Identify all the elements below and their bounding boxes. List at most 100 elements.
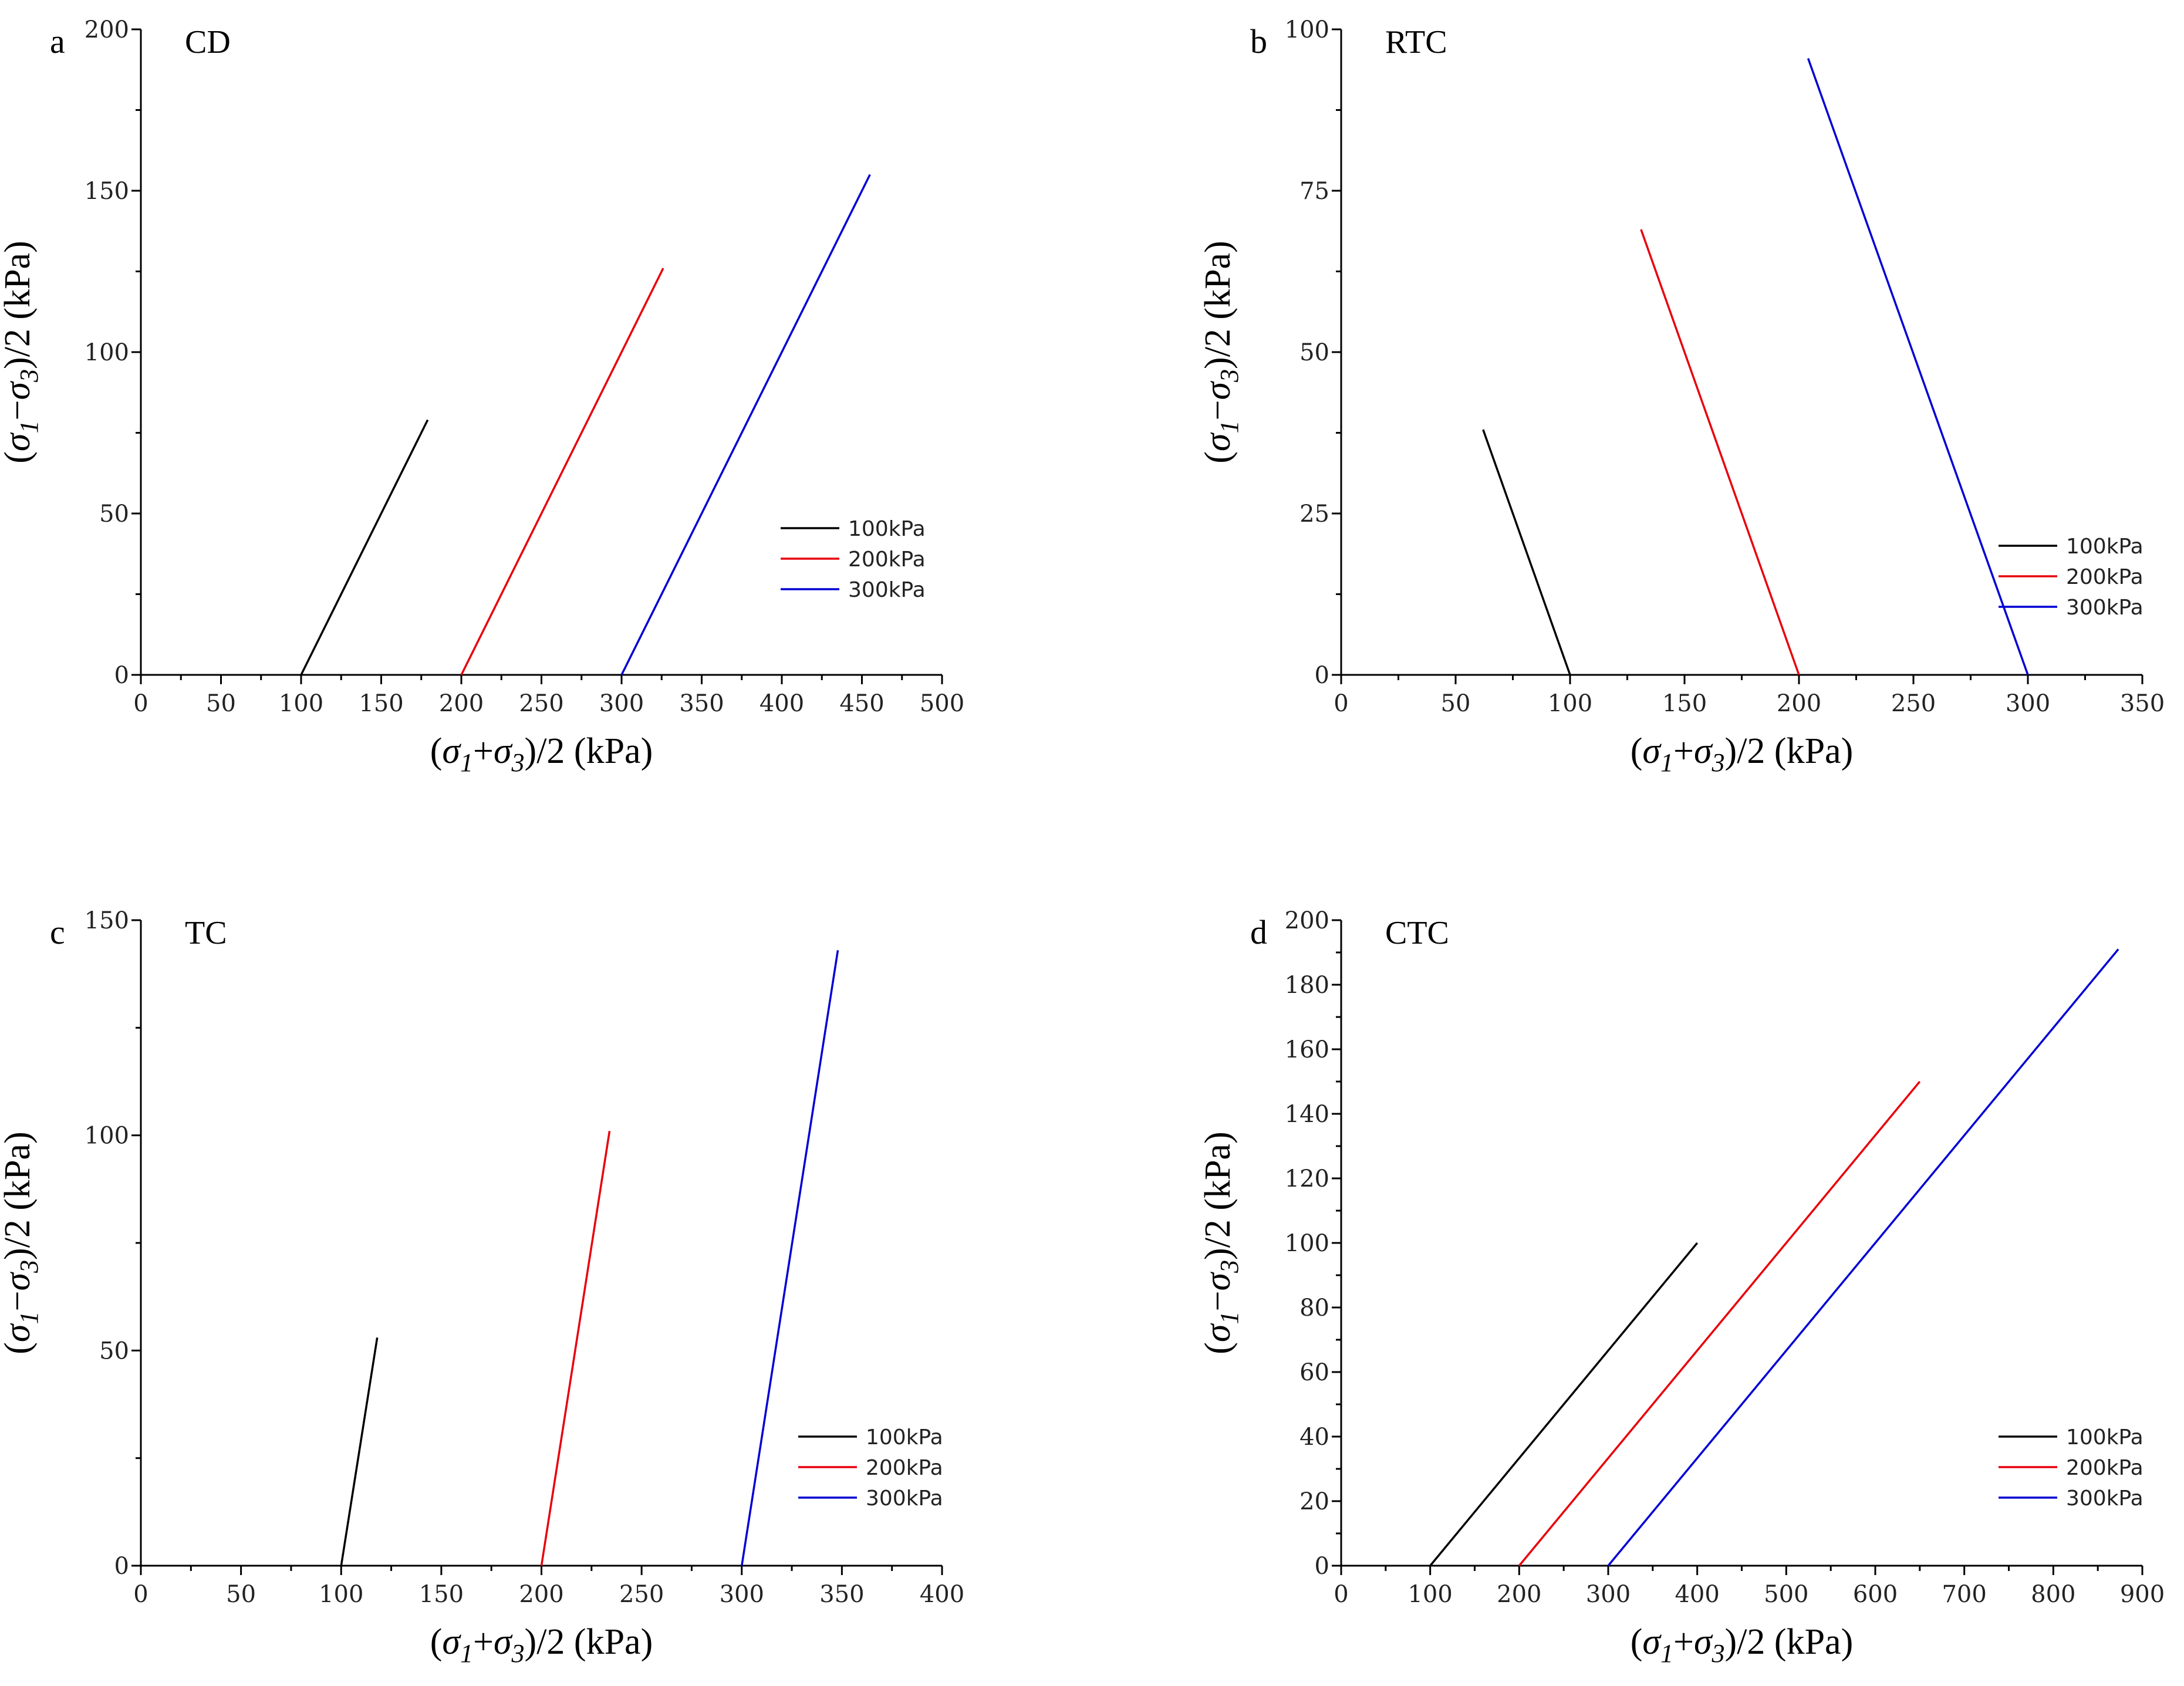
x-tick-label: 100 bbox=[1407, 1581, 1452, 1608]
x-tick-label: 450 bbox=[839, 690, 884, 717]
panel-c: 0 50 100 150 200 250 300 350 400 0 50 100 150 c TC 100k… bbox=[0, 907, 964, 1668]
panel-title: CTC bbox=[1385, 915, 1449, 951]
x-tick-label: 900 bbox=[2120, 1581, 2165, 1608]
legend-label: 300kPa bbox=[2066, 596, 2144, 620]
x-tick-label: 350 bbox=[819, 1581, 864, 1608]
legend-label: 100kPa bbox=[2066, 535, 2144, 559]
x-tick-label: 800 bbox=[2031, 1581, 2075, 1608]
y-tick-label: 120 bbox=[1285, 1165, 1329, 1192]
y-axis-title: (σ1−σ3)/2 (kPa) bbox=[0, 241, 43, 463]
y-tick-label: 40 bbox=[1299, 1424, 1329, 1451]
x-tick-label: 100 bbox=[319, 1581, 363, 1608]
y-tick-label: 180 bbox=[1285, 972, 1329, 999]
series-line-100kPa bbox=[300, 419, 429, 675]
x-tick-label: 250 bbox=[1891, 690, 1936, 717]
x-tick-label: 200 bbox=[1497, 1581, 1541, 1608]
series-line-300kPa bbox=[741, 950, 839, 1566]
x-tick-label: 200 bbox=[439, 690, 484, 717]
y-tick-label: 0 bbox=[114, 1553, 129, 1580]
y-axis-title: (σ1−σ3)/2 (kPa) bbox=[0, 1131, 43, 1354]
x-tick-label: 200 bbox=[1777, 690, 1821, 717]
series-line-100kPa bbox=[1429, 1242, 1699, 1567]
panel-letter: c bbox=[50, 913, 65, 951]
x-axis-title: (σ1+σ3)/2 (kPa) bbox=[1631, 731, 1853, 777]
series-line-200kPa bbox=[1640, 229, 1800, 675]
x-tick-label: 50 bbox=[226, 1581, 256, 1608]
x-tick-label: 50 bbox=[206, 690, 236, 717]
x-tick-label: 150 bbox=[359, 690, 403, 717]
x-tick-label: 500 bbox=[920, 690, 964, 717]
legend-label: 200kPa bbox=[866, 1456, 943, 1480]
x-tick-label: 600 bbox=[1853, 1581, 1898, 1608]
series-line-300kPa bbox=[1607, 948, 2119, 1567]
y-tick-label: 50 bbox=[1299, 339, 1329, 366]
y-tick-label: 100 bbox=[85, 339, 129, 366]
x-tick-label: 350 bbox=[679, 690, 724, 717]
legend-label: 300kPa bbox=[848, 578, 926, 602]
x-tick-label: 400 bbox=[920, 1581, 964, 1608]
x-tick-label: 300 bbox=[1586, 1581, 1631, 1608]
y-tick-label: 50 bbox=[99, 501, 129, 528]
x-tick-label: 300 bbox=[599, 690, 644, 717]
legend: 100kPa 200kPa 300kPa bbox=[781, 517, 926, 602]
panel-title: RTC bbox=[1385, 24, 1447, 60]
x-tick-label: 100 bbox=[1548, 690, 1592, 717]
x-tick-label: 300 bbox=[720, 1581, 764, 1608]
y-tick-label: 0 bbox=[114, 662, 129, 689]
y-tick-label: 160 bbox=[1285, 1036, 1329, 1063]
legend: 100kPa 200kPa 300kPa bbox=[1999, 535, 2144, 620]
x-tick-label: 0 bbox=[1334, 1581, 1348, 1608]
y-tick-label: 200 bbox=[1285, 907, 1329, 934]
x-tick-label: 400 bbox=[759, 690, 804, 717]
panel-d: 0 100 200 300 400 500 600 700 800 900 0 20 40 60 80 100… bbox=[1198, 907, 2165, 1668]
panel-title: CD bbox=[185, 24, 231, 60]
y-tick-label: 60 bbox=[1299, 1359, 1329, 1386]
y-tick-label: 0 bbox=[1315, 662, 1329, 689]
x-tick-label: 400 bbox=[1675, 1581, 1719, 1608]
x-tick-label: 50 bbox=[1441, 690, 1471, 717]
x-tick-label: 0 bbox=[133, 690, 148, 717]
y-tick-label: 100 bbox=[85, 1123, 129, 1150]
x-tick-label: 0 bbox=[1334, 690, 1348, 717]
x-tick-label: 200 bbox=[519, 1581, 563, 1608]
y-axis-title: (σ1−σ3)/2 (kPa) bbox=[1198, 1131, 1244, 1354]
panel-letter: b bbox=[1250, 22, 1267, 60]
series-line-100kPa bbox=[1482, 429, 1571, 675]
series-line-200kPa bbox=[540, 1131, 611, 1566]
x-axis-title: (σ1+σ3)/2 (kPa) bbox=[1631, 1622, 1853, 1668]
panel-letter: a bbox=[50, 22, 65, 60]
y-tick-label: 100 bbox=[1285, 16, 1329, 43]
y-axis-title: (σ1−σ3)/2 (kPa) bbox=[1198, 241, 1244, 463]
x-tick-label: 150 bbox=[419, 1581, 464, 1608]
x-tick-label: 300 bbox=[2006, 690, 2050, 717]
y-tick-label: 20 bbox=[1299, 1488, 1329, 1515]
legend-label: 200kPa bbox=[848, 548, 926, 572]
x-tick-label: 700 bbox=[1942, 1581, 1986, 1608]
legend: 100kPa 200kPa 300kPa bbox=[1999, 1425, 2144, 1511]
y-tick-label: 150 bbox=[85, 907, 129, 934]
y-tick-label: 80 bbox=[1299, 1295, 1329, 1322]
panel-a: 0 50 100 150 200 250 300 350 400 450 500 0 50 100 150 2… bbox=[0, 16, 964, 777]
legend-label: 200kPa bbox=[2066, 1456, 2144, 1480]
y-tick-label: 200 bbox=[85, 16, 129, 43]
panel-title: TC bbox=[185, 915, 227, 951]
y-tick-label: 140 bbox=[1285, 1101, 1329, 1128]
x-tick-label: 150 bbox=[1662, 690, 1707, 717]
y-tick-label: 50 bbox=[99, 1337, 129, 1364]
x-axis-title: (σ1+σ3)/2 (kPa) bbox=[430, 731, 653, 777]
x-axis-title: (σ1+σ3)/2 (kPa) bbox=[430, 1622, 653, 1668]
series-line-300kPa bbox=[1807, 58, 2029, 675]
panel-b: 0 50 100 150 200 250 300 350 0 25 50 75 100 b RTC 100kP… bbox=[1198, 16, 2165, 777]
series-line-200kPa bbox=[1518, 1080, 1921, 1567]
x-tick-label: 350 bbox=[2120, 690, 2165, 717]
y-tick-label: 25 bbox=[1299, 501, 1329, 528]
x-tick-label: 100 bbox=[279, 690, 323, 717]
legend-label: 100kPa bbox=[2066, 1425, 2144, 1450]
legend-label: 100kPa bbox=[866, 1425, 943, 1450]
x-tick-label: 500 bbox=[1764, 1581, 1808, 1608]
legend-label: 100kPa bbox=[848, 517, 926, 541]
series-line-200kPa bbox=[460, 268, 664, 675]
x-tick-label: 250 bbox=[519, 690, 563, 717]
y-tick-label: 100 bbox=[1285, 1230, 1329, 1257]
